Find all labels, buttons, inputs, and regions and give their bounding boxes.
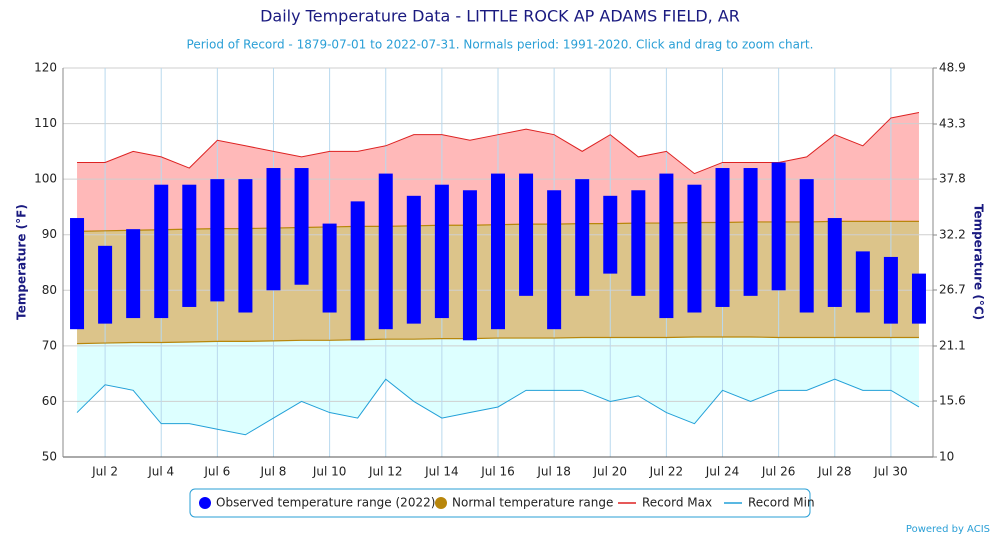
y2-tick-label: 10	[939, 450, 954, 464]
range-bar	[547, 190, 562, 330]
range-bar	[631, 190, 646, 296]
range-bar	[715, 168, 730, 307]
range-bar	[911, 273, 926, 324]
range-bar	[406, 195, 421, 324]
legend-label[interactable]: Normal temperature range	[452, 496, 613, 510]
x-tick-label: Jul 8	[260, 465, 287, 479]
x-tick-label: Jul 12	[368, 465, 403, 479]
range-bar	[799, 179, 814, 313]
range-bar	[743, 168, 758, 296]
record-max-line	[77, 111, 920, 175]
range-bar	[771, 162, 786, 291]
range-bar	[434, 184, 449, 319]
range-bar	[238, 179, 253, 313]
range-bar	[70, 218, 85, 330]
x-tick-label: Jul 24	[705, 465, 740, 479]
chart-title: Daily Temperature Data - LITTLE ROCK AP …	[260, 7, 740, 26]
chart-subtitle: Period of Record - 1879-07-01 to 2022-07…	[187, 38, 814, 52]
y-tick-label: 50	[42, 450, 57, 464]
y-tick-label: 110	[34, 116, 57, 130]
x-tick-label: Jul 16	[480, 465, 515, 479]
y-tick-label: 90	[42, 227, 57, 241]
range-bar	[575, 179, 590, 296]
range-bar	[827, 218, 842, 307]
x-tick-label: Jul 6	[203, 465, 230, 479]
range-bar	[322, 223, 337, 313]
x-tick-label: Jul 20	[592, 465, 627, 479]
y-tick-label: 70	[42, 338, 57, 352]
y-tick-label: 80	[42, 283, 57, 297]
range-bar	[462, 190, 477, 341]
range-bar	[519, 173, 534, 296]
record-min-line	[76, 378, 920, 436]
y-tick-label: 120	[34, 61, 57, 75]
legend-label[interactable]: Record Min	[748, 496, 815, 510]
y2-tick-label: 26.7	[939, 283, 966, 297]
x-tick-label: Jul 26	[761, 465, 796, 479]
range-bar	[491, 173, 505, 330]
range-bar	[603, 195, 618, 274]
range-bar	[855, 251, 870, 313]
y2-tick-label: 43.3	[939, 117, 966, 131]
normal-low-line	[77, 336, 919, 345]
plot-area: 50 60 70 80 90 100 110 120 10 15.6 21.1 26.7 32.2 37.…	[34, 61, 966, 479]
range-bar	[883, 256, 898, 324]
y-tick-label: 60	[42, 394, 57, 408]
range-bar	[182, 184, 197, 307]
range-bar	[154, 184, 169, 319]
range-bar	[266, 168, 281, 291]
range-bar	[98, 245, 113, 324]
range-bar	[126, 229, 141, 319]
y2-tick-label: 15.6	[939, 394, 966, 408]
legend-label[interactable]: Observed temperature range (2022)	[216, 496, 435, 510]
y2-tick-label: 37.8	[939, 172, 966, 186]
legend-symbol	[435, 497, 447, 509]
range-bar	[659, 173, 674, 319]
x-tick-label: Jul 22	[649, 465, 684, 479]
x-tick-label: Jul 2	[91, 465, 118, 479]
y2-tick-label: 21.1	[939, 339, 966, 353]
legend: Observed temperature range (2022) Normal …	[189, 488, 815, 518]
x-tick-label: Jul 10	[312, 465, 347, 479]
range-bar	[687, 184, 702, 313]
credit[interactable]: Powered by ACIS	[906, 524, 990, 535]
legend-symbol	[199, 497, 211, 509]
range-bar	[350, 201, 365, 341]
x-tick-label: Jul 4	[147, 465, 174, 479]
y-tick-label: 100	[34, 172, 57, 186]
range-bar	[378, 173, 393, 330]
y2-tick-label: 48.9	[939, 61, 966, 75]
legend-box	[189, 488, 811, 518]
x-tick-label: Jul 18	[536, 465, 571, 479]
x-tick-label: Jul 14	[424, 465, 459, 479]
x-tick-label: Jul 28	[817, 465, 852, 479]
x-tick-label: Jul 30	[873, 465, 908, 479]
y2-tick-label: 32.2	[939, 228, 966, 242]
y2-axis-title: Temperature (°C)	[972, 204, 986, 320]
legend-label[interactable]: Record Max	[642, 496, 712, 510]
y-axis-title: Temperature (°F)	[15, 204, 29, 320]
range-bar	[210, 179, 225, 302]
range-bar	[294, 168, 309, 285]
